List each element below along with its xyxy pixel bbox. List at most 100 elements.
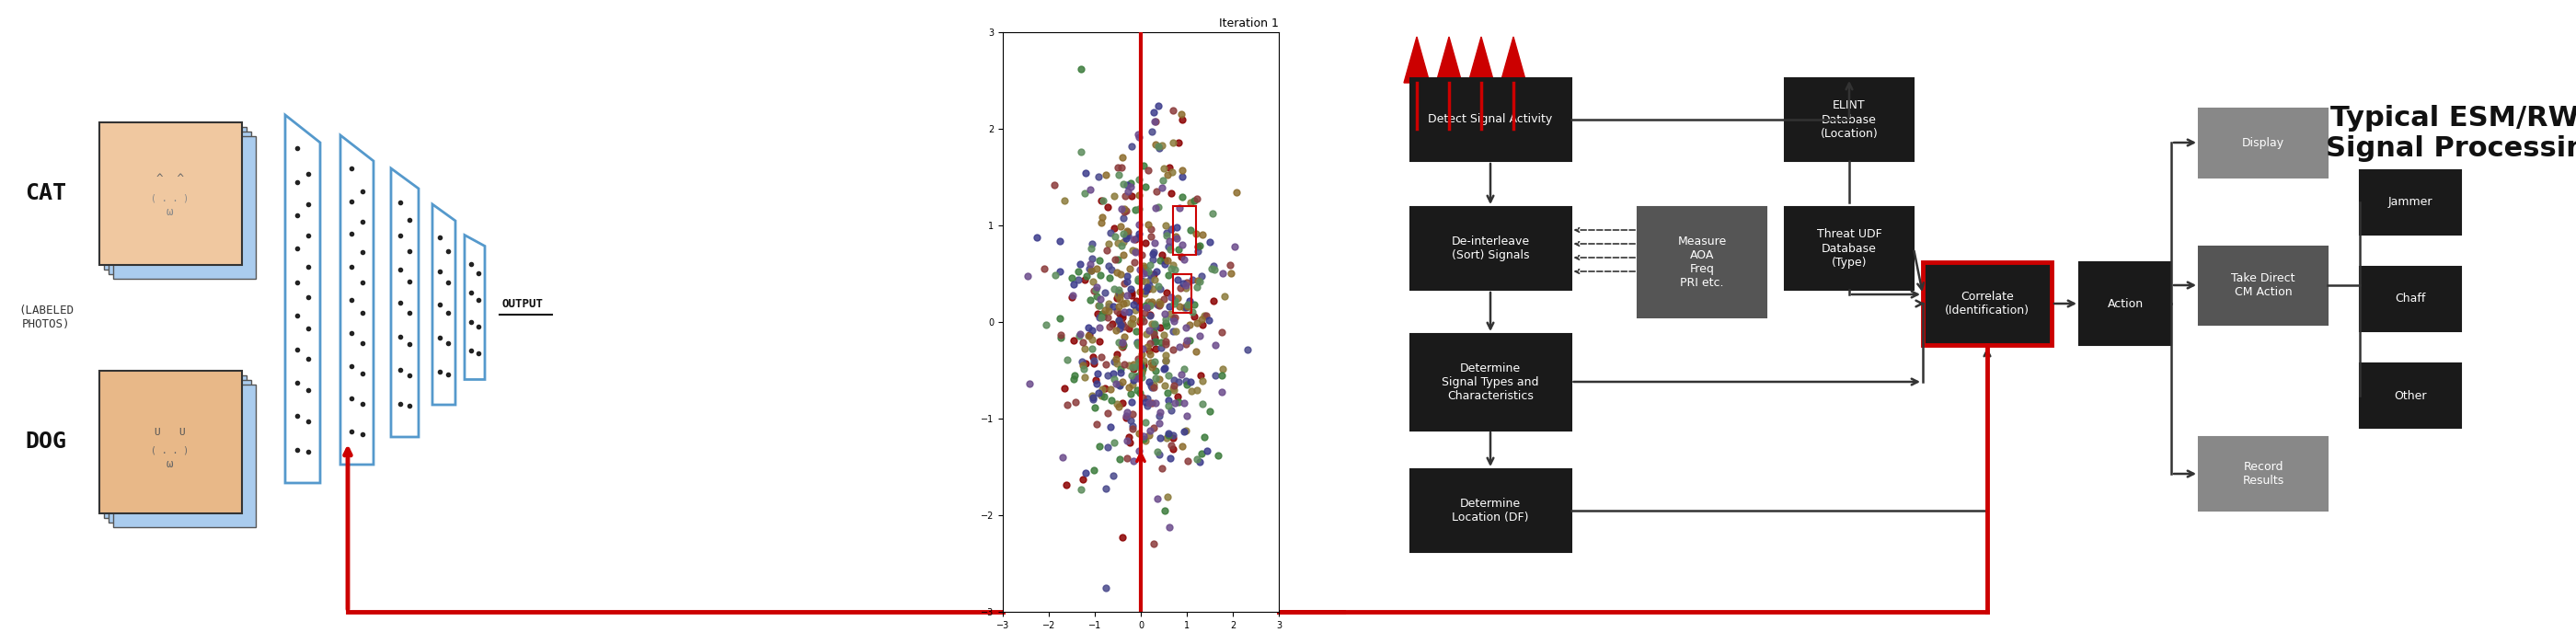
Point bbox=[1180, 270, 1221, 281]
Point bbox=[1216, 187, 1257, 198]
Point bbox=[1146, 287, 1188, 298]
Point bbox=[1072, 286, 1113, 296]
Point bbox=[1059, 267, 1100, 277]
Point bbox=[1144, 364, 1185, 374]
Point bbox=[1061, 357, 1103, 367]
Point bbox=[1131, 362, 1172, 372]
Point bbox=[1072, 393, 1113, 403]
Point bbox=[1077, 379, 1118, 389]
Point bbox=[1159, 245, 1200, 255]
Point bbox=[1095, 379, 1136, 389]
Point bbox=[1151, 440, 1193, 451]
Point bbox=[1123, 433, 1164, 444]
Point bbox=[1128, 398, 1170, 408]
Point bbox=[1095, 399, 1136, 410]
Point bbox=[1146, 227, 1188, 238]
Point bbox=[1108, 231, 1149, 241]
Point bbox=[1133, 357, 1175, 367]
Point bbox=[1172, 274, 1213, 285]
Point bbox=[1105, 321, 1146, 332]
Text: (LABELED
PHOTOS): (LABELED PHOTOS) bbox=[18, 305, 75, 330]
Point bbox=[1095, 267, 1136, 277]
Point bbox=[1087, 239, 1128, 249]
FancyBboxPatch shape bbox=[113, 136, 255, 278]
Point bbox=[1110, 370, 1151, 381]
Point bbox=[1151, 433, 1193, 443]
FancyBboxPatch shape bbox=[2360, 267, 2460, 331]
Text: Chaff: Chaff bbox=[2396, 293, 2427, 305]
Point bbox=[1157, 397, 1198, 408]
Point bbox=[1079, 301, 1121, 311]
Point bbox=[1082, 310, 1123, 321]
Point bbox=[1172, 299, 1213, 310]
Point bbox=[1082, 352, 1123, 362]
Point bbox=[1154, 298, 1195, 308]
Point bbox=[1144, 355, 1185, 366]
Point bbox=[1128, 274, 1170, 285]
Point bbox=[1105, 191, 1146, 202]
Point bbox=[1064, 364, 1105, 374]
Point bbox=[1151, 137, 1193, 147]
Point bbox=[1033, 270, 1074, 280]
Point bbox=[1023, 263, 1064, 274]
Text: OUTPUT: OUTPUT bbox=[502, 298, 544, 310]
FancyBboxPatch shape bbox=[1409, 334, 1571, 430]
Point bbox=[1103, 178, 1144, 189]
Point bbox=[1180, 457, 1221, 467]
Point bbox=[1074, 285, 1115, 295]
Point bbox=[1157, 326, 1198, 336]
Point bbox=[1170, 335, 1211, 345]
Point bbox=[1054, 279, 1095, 289]
Point bbox=[1172, 307, 1213, 317]
FancyBboxPatch shape bbox=[103, 126, 247, 269]
Point bbox=[1167, 278, 1208, 288]
Point bbox=[1069, 265, 1110, 275]
Point bbox=[1164, 322, 1206, 332]
Point bbox=[1182, 229, 1224, 240]
Point bbox=[1110, 318, 1151, 328]
Point bbox=[1151, 292, 1193, 302]
Point bbox=[1139, 418, 1180, 428]
Point bbox=[1139, 299, 1180, 309]
Point bbox=[1151, 327, 1193, 337]
Point bbox=[1007, 270, 1048, 281]
Point bbox=[1154, 375, 1195, 385]
Point bbox=[1162, 441, 1203, 451]
Point bbox=[1133, 422, 1175, 433]
Point bbox=[1100, 367, 1141, 377]
Point bbox=[1118, 132, 1159, 142]
Point bbox=[1149, 428, 1190, 438]
Point bbox=[1118, 265, 1159, 275]
Point bbox=[1128, 426, 1170, 436]
Point bbox=[1162, 240, 1203, 250]
Point bbox=[1059, 259, 1100, 269]
Point bbox=[1126, 329, 1167, 339]
Point bbox=[1151, 166, 1193, 176]
Point bbox=[1133, 382, 1175, 392]
Point bbox=[1198, 451, 1239, 461]
Point bbox=[1113, 375, 1154, 385]
Point bbox=[1128, 165, 1170, 175]
Point bbox=[1110, 178, 1151, 189]
Point bbox=[1144, 506, 1185, 516]
Point bbox=[1084, 383, 1126, 393]
Point bbox=[1195, 370, 1236, 381]
Point bbox=[1046, 400, 1087, 410]
Point bbox=[1100, 269, 1141, 279]
Point bbox=[1103, 307, 1144, 317]
Point bbox=[1146, 314, 1188, 324]
Point bbox=[1064, 187, 1105, 198]
Point bbox=[1157, 294, 1198, 304]
Text: Determine
Location (DF): Determine Location (DF) bbox=[1453, 498, 1528, 524]
Point bbox=[1082, 212, 1123, 222]
Point bbox=[1105, 271, 1146, 281]
Point bbox=[1133, 336, 1175, 346]
Point bbox=[1118, 446, 1159, 456]
Point bbox=[1123, 343, 1164, 354]
Point bbox=[1164, 254, 1206, 265]
Point bbox=[1200, 386, 1242, 397]
Point bbox=[1115, 234, 1157, 245]
Point bbox=[1118, 276, 1159, 286]
Point bbox=[1059, 329, 1100, 339]
Point bbox=[1043, 452, 1084, 462]
